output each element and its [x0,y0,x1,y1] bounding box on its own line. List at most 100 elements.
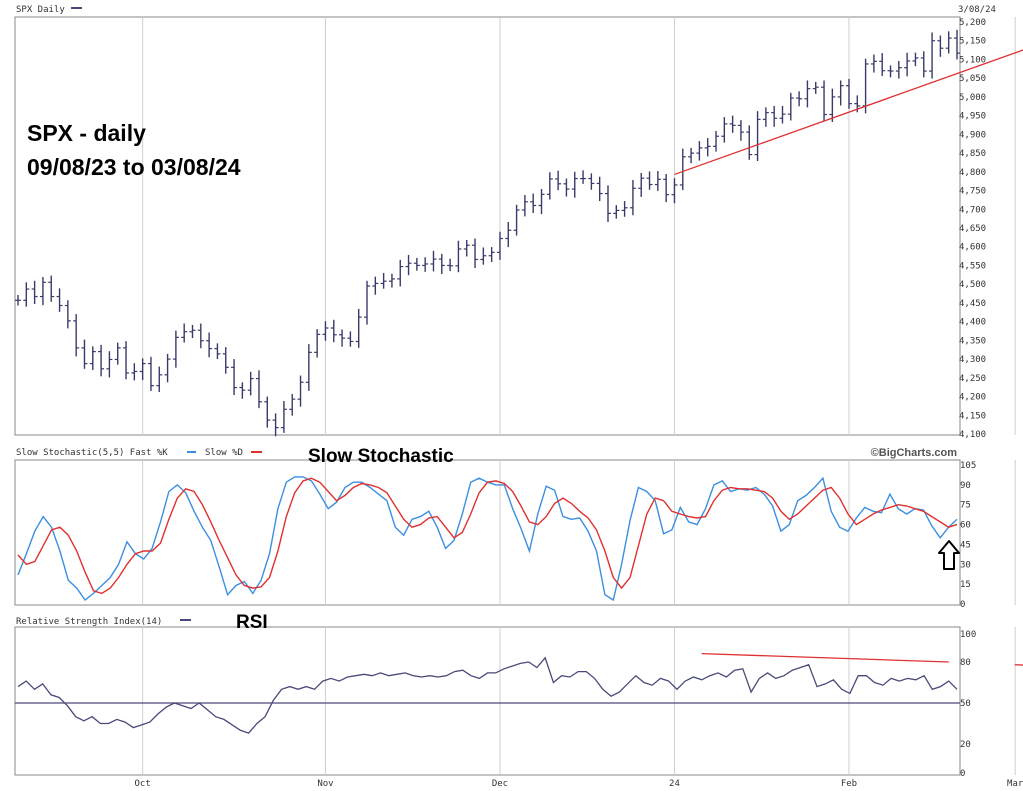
price-panel-frame [14,16,961,436]
ohlc-bar [812,81,819,94]
ohlc-bar [31,280,38,305]
ohlc-bar [438,253,445,275]
stoch-y-axis: 105 90 75 60 45 30 15 0 [960,461,976,610]
ohlc-bar [505,222,512,248]
ohlc-bar [372,276,379,295]
ohlc-bar [920,51,927,78]
price-tick-label: 4,300 [959,355,986,365]
ohlc-bar [322,321,329,341]
stoch-tick-label: 15 [960,580,971,590]
ohlc-bar [206,332,213,358]
ohlc-bar [654,171,661,191]
stoch-tick-label: 105 [960,461,976,471]
ohlc-bar [912,52,919,67]
ohlc-bar [447,258,454,272]
rsi-divergence-line [1014,664,1023,666]
ohlc-bar [364,280,371,325]
ohlc-bar [455,240,462,273]
ohlc-bar [679,148,686,191]
rsi-tick-label: 100 [960,630,976,640]
rsi-series [15,652,1023,734]
rsi-header: Relative Strength Index(14) [16,617,162,627]
price-tick-label: 4,700 [959,205,986,215]
ohlc-bar [596,176,603,202]
x-tick-label: Nov [317,779,333,789]
stoch-tick-label: 30 [960,560,971,570]
ohlc-bar [23,282,30,307]
ohlc-bar [280,401,287,433]
price-ohlc-bars [15,29,960,437]
stoch-panel-frame [14,459,961,606]
ohlc-bar [904,52,911,77]
ohlc-bar [746,125,753,160]
ohlc-bar [98,344,105,377]
ohlc-bar [513,204,520,236]
stoch-series [17,476,958,602]
ohlc-bar [380,272,387,289]
price-tick-label: 5,050 [959,74,986,84]
price-tick-label: 4,150 [959,411,986,421]
ohlc-bar [48,275,55,302]
rsi-tick-label: 0 [960,769,965,779]
ohlc-bar [496,231,503,260]
ohlc-bar [646,171,653,190]
ohlc-bar [796,91,803,107]
rsi-tick-label: 50 [960,699,971,709]
price-tick-label: 4,200 [959,393,986,403]
ohlc-bar [555,170,562,191]
price-tick-label: 4,750 [959,187,986,197]
ohlc-bar [754,111,761,161]
price-tick-label: 4,450 [959,299,986,309]
price-tick-label: 4,600 [959,243,986,253]
ohlc-bar [15,295,21,306]
ohlc-bar [688,147,695,164]
ohlc-bar [887,65,894,78]
price-trendline [674,49,1023,176]
ohlc-bar [222,347,229,374]
ohlc-bar [663,174,670,203]
ohlc-bar [264,396,271,428]
price-tick-label: 5,150 [959,37,986,47]
ohlc-bar [787,92,794,121]
ohlc-bar [696,141,703,161]
price-tick-label: 4,500 [959,280,986,290]
ohlc-bar [737,120,744,141]
price-tick-label: 5,200 [959,18,986,28]
price-tick-label: 4,650 [959,224,986,234]
ohlc-bar [713,130,720,152]
ohlc-bar [189,325,196,339]
ohlc-bar [147,356,154,391]
rsi-y-axis: 100 80 50 20 0 [960,630,976,779]
ohlc-bar [588,173,595,190]
price-tick-label: 4,850 [959,149,986,159]
annotation-line-2: 09/08/23 to 03/08/24 [27,154,241,180]
x-tick-label: Oct [135,779,151,789]
ohlc-bar [123,341,130,380]
x-tick-label: Dec [492,779,508,789]
ohlc-bar [289,393,296,416]
ohlc-bar [430,250,437,272]
slow-d-label: Slow %D [205,448,243,458]
ohlc-bar [604,185,611,223]
ohlc-bar [895,60,902,79]
ohlc-bar [73,314,80,357]
ohlc-bar [870,54,877,73]
ohlc-bar [821,80,828,121]
stoch-title: Slow Stochastic [308,446,454,467]
ohlc-bar [580,170,587,184]
ohlc-bar [388,273,395,288]
ohlc-bar [297,375,304,407]
ohlc-bar [929,32,936,79]
fast-k-label: Fast %K [130,448,169,458]
ohlc-bar [721,117,728,143]
date-label: 3/08/24 [958,5,996,15]
ohlc-bar [804,80,811,108]
ohlc-bar [954,29,960,60]
price-tick-label: 4,250 [959,374,986,384]
ohlc-bar [422,257,429,272]
ohlc-bar [305,344,312,391]
ohlc-bar [231,359,238,396]
ohlc-bar [247,371,254,396]
price-tick-label: 4,900 [959,130,986,140]
